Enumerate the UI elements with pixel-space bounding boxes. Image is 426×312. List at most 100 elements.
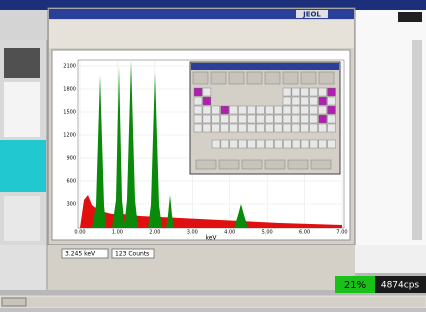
element-cell[interactable] (274, 124, 282, 132)
y-tick-label: 1800 (63, 87, 76, 93)
element-cell[interactable] (292, 124, 300, 132)
element-cell[interactable] (319, 115, 327, 123)
element-cell[interactable] (265, 106, 273, 114)
element-cell[interactable] (319, 88, 327, 96)
element-cell[interactable] (301, 106, 309, 114)
dialog-button[interactable] (265, 160, 285, 169)
element-cell[interactable] (203, 88, 211, 96)
tool-button[interactable] (283, 72, 298, 84)
dialog-button[interactable] (242, 160, 262, 169)
element-cell[interactable] (301, 115, 309, 123)
element-cell[interactable] (230, 124, 238, 132)
dialog-button[interactable] (219, 160, 239, 169)
element-cell[interactable] (319, 97, 327, 105)
element-cell[interactable] (221, 140, 229, 148)
element-cell[interactable] (328, 124, 336, 132)
thumbnail[interactable] (4, 48, 40, 78)
element-cell[interactable] (221, 115, 229, 123)
element-cell[interactable] (310, 88, 318, 96)
element-cell[interactable] (283, 97, 291, 105)
element-cell[interactable] (283, 106, 291, 114)
element-cell[interactable] (203, 124, 211, 132)
dialog-button[interactable] (196, 160, 216, 169)
x-axis-label: keV (205, 235, 217, 242)
element-cell[interactable] (274, 140, 282, 148)
element-cell[interactable] (292, 88, 300, 96)
element-cell[interactable] (292, 106, 300, 114)
element-cell[interactable] (265, 124, 273, 132)
element-cell[interactable] (328, 88, 336, 96)
tool-button[interactable] (211, 72, 226, 84)
element-cell[interactable] (247, 106, 255, 114)
element-cell[interactable] (328, 106, 336, 114)
element-cell[interactable] (310, 124, 318, 132)
element-cell[interactable] (319, 106, 327, 114)
element-cell[interactable] (301, 124, 309, 132)
tool-button[interactable] (265, 72, 280, 84)
tool-button[interactable] (229, 72, 244, 84)
element-cell[interactable] (203, 115, 211, 123)
element-cell[interactable] (194, 124, 202, 132)
y-tick-label: 1500 (63, 110, 76, 116)
y-tick-label: 2100 (63, 64, 76, 70)
element-cell[interactable] (221, 124, 229, 132)
element-cell[interactable] (248, 140, 256, 148)
element-cell[interactable] (283, 88, 291, 96)
element-cell[interactable] (203, 106, 211, 114)
element-cell[interactable] (230, 106, 238, 114)
tool-button[interactable] (319, 72, 334, 84)
element-cell[interactable] (194, 97, 202, 105)
element-cell[interactable] (239, 140, 247, 148)
element-cell[interactable] (292, 140, 300, 148)
element-cell[interactable] (230, 115, 238, 123)
element-cell[interactable] (212, 115, 220, 123)
element-cell[interactable] (274, 106, 282, 114)
dialog-button[interactable] (288, 160, 308, 169)
element-cell[interactable] (239, 115, 247, 123)
element-cell[interactable] (310, 140, 318, 148)
element-cell[interactable] (256, 124, 264, 132)
element-cell[interactable] (319, 124, 327, 132)
element-cell[interactable] (301, 140, 309, 148)
element-cell[interactable] (247, 115, 255, 123)
element-cell[interactable] (265, 115, 273, 123)
element-cell[interactable] (256, 115, 264, 123)
element-cell[interactable] (310, 97, 318, 105)
element-cell[interactable] (203, 97, 211, 105)
element-cell[interactable] (292, 115, 300, 123)
element-cell[interactable] (301, 97, 309, 105)
element-cell[interactable] (212, 124, 220, 132)
element-cell[interactable] (265, 140, 273, 148)
element-cell[interactable] (283, 124, 291, 132)
element-cell[interactable] (292, 97, 300, 105)
element-cell[interactable] (328, 115, 336, 123)
element-cell[interactable] (247, 124, 255, 132)
element-cell[interactable] (212, 140, 220, 148)
element-cell[interactable] (274, 115, 282, 123)
dialog-button[interactable] (311, 160, 331, 169)
tool-button[interactable] (193, 72, 208, 84)
element-cell[interactable] (328, 97, 336, 105)
element-cell[interactable] (230, 140, 238, 148)
element-cell[interactable] (212, 106, 220, 114)
element-cell[interactable] (283, 140, 291, 148)
element-cell[interactable] (194, 88, 202, 96)
element-cell[interactable] (310, 115, 318, 123)
scrollbar[interactable] (412, 40, 422, 240)
element-cell[interactable] (194, 106, 202, 114)
element-cell[interactable] (239, 124, 247, 132)
tool-button[interactable] (247, 72, 262, 84)
element-cell[interactable] (194, 115, 202, 123)
start-button[interactable] (2, 298, 26, 306)
element-cell[interactable] (257, 140, 265, 148)
element-cell[interactable] (319, 140, 327, 148)
element-cell[interactable] (256, 106, 264, 114)
element-cell[interactable] (283, 115, 291, 123)
element-cell[interactable] (328, 140, 336, 148)
element-cell[interactable] (310, 106, 318, 114)
element-cell[interactable] (221, 106, 229, 114)
element-cell[interactable] (239, 106, 247, 114)
selected-panel[interactable] (0, 140, 46, 192)
tool-button[interactable] (301, 72, 316, 84)
element-cell[interactable] (301, 88, 309, 96)
